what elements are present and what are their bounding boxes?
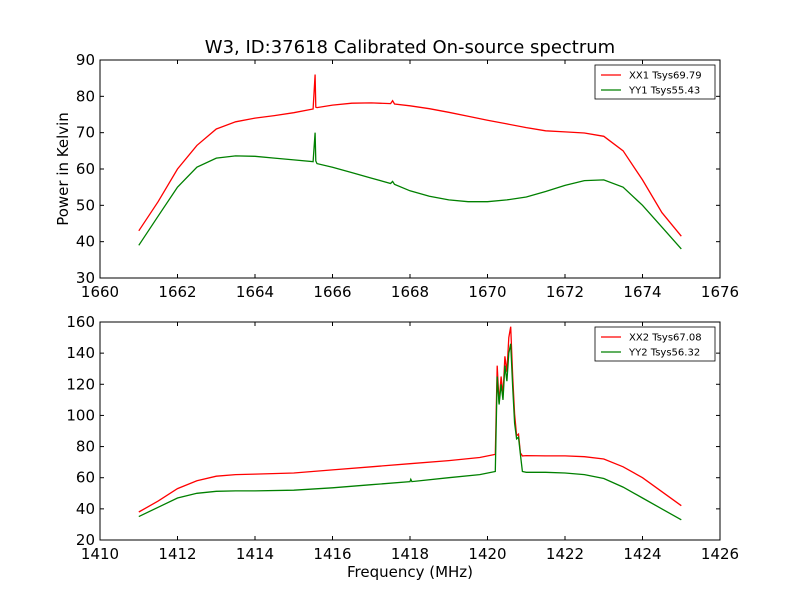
x-tick-label: 1414: [236, 545, 274, 563]
legend-label: XX2 Tsys67.08: [629, 333, 702, 344]
y-tick-label: 40: [76, 233, 95, 251]
x-tick-label: 1666: [313, 283, 351, 301]
y-tick-label: 120: [66, 375, 95, 393]
bottom-panel: 1410 1412 1414 1416 1418 1420 1422 1424 1426 20 40…: [66, 313, 739, 563]
x-tick-label: 1422: [546, 545, 584, 563]
y-tick-label: 60: [76, 160, 95, 178]
series-line-xx1: [138, 74, 682, 237]
y-tick-label: 20: [76, 531, 95, 549]
legend-label: YY1 Tsys55.43: [628, 86, 700, 97]
x-tick-label: 1424: [623, 545, 661, 563]
y-tick-label: 70: [76, 124, 95, 142]
x-tick-label: 1674: [623, 283, 661, 301]
y-tick-label: 140: [66, 344, 95, 362]
y-tick-label: 80: [76, 438, 95, 456]
legend-label: YY2 Tsys56.32: [628, 348, 700, 359]
y-tick-label: 160: [66, 313, 95, 331]
legend-box: [594, 64, 716, 100]
series-line-yy2: [138, 343, 682, 521]
x-tick-label: 1668: [391, 283, 429, 301]
y-tick-label: 50: [76, 196, 95, 214]
legend-label: XX1 Tsys69.79: [629, 71, 702, 82]
x-tick-label: 1660: [81, 283, 119, 301]
x-tick-label: 1664: [236, 283, 274, 301]
y-tick-label: 30: [76, 269, 95, 287]
legend-box: [594, 326, 716, 362]
chart-title: W3, ID:37618 Calibrated On-source spectr…: [205, 37, 615, 58]
top-panel: 1660 1662 1664 1666 1668 1670 1672 1674 1676 30 40…: [76, 51, 739, 301]
y-tick-label: 40: [76, 500, 95, 518]
y-tick-label: 60: [76, 469, 95, 487]
y-tick-label: 100: [66, 406, 95, 424]
x-tick-label: 1676: [701, 283, 739, 301]
x-tick-label: 1426: [701, 545, 739, 563]
x-tick-label: 1416: [313, 545, 351, 563]
x-axis-label: Frequency (MHz): [347, 563, 473, 581]
y-axis-label: Power in Kelvin: [54, 112, 72, 226]
series-line-xx2: [138, 326, 682, 513]
x-tick-label: 1412: [158, 545, 196, 563]
y-tick-label: 80: [76, 87, 95, 105]
x-tick-label: 1670: [468, 283, 506, 301]
x-tick-label: 1672: [546, 283, 584, 301]
y-tick-label: 90: [76, 51, 95, 69]
series-line-yy1: [138, 132, 682, 250]
x-tick-label: 1420: [468, 545, 506, 563]
x-tick-label: 1418: [391, 545, 429, 563]
x-tick-label: 1410: [81, 545, 119, 563]
x-tick-label: 1662: [158, 283, 196, 301]
